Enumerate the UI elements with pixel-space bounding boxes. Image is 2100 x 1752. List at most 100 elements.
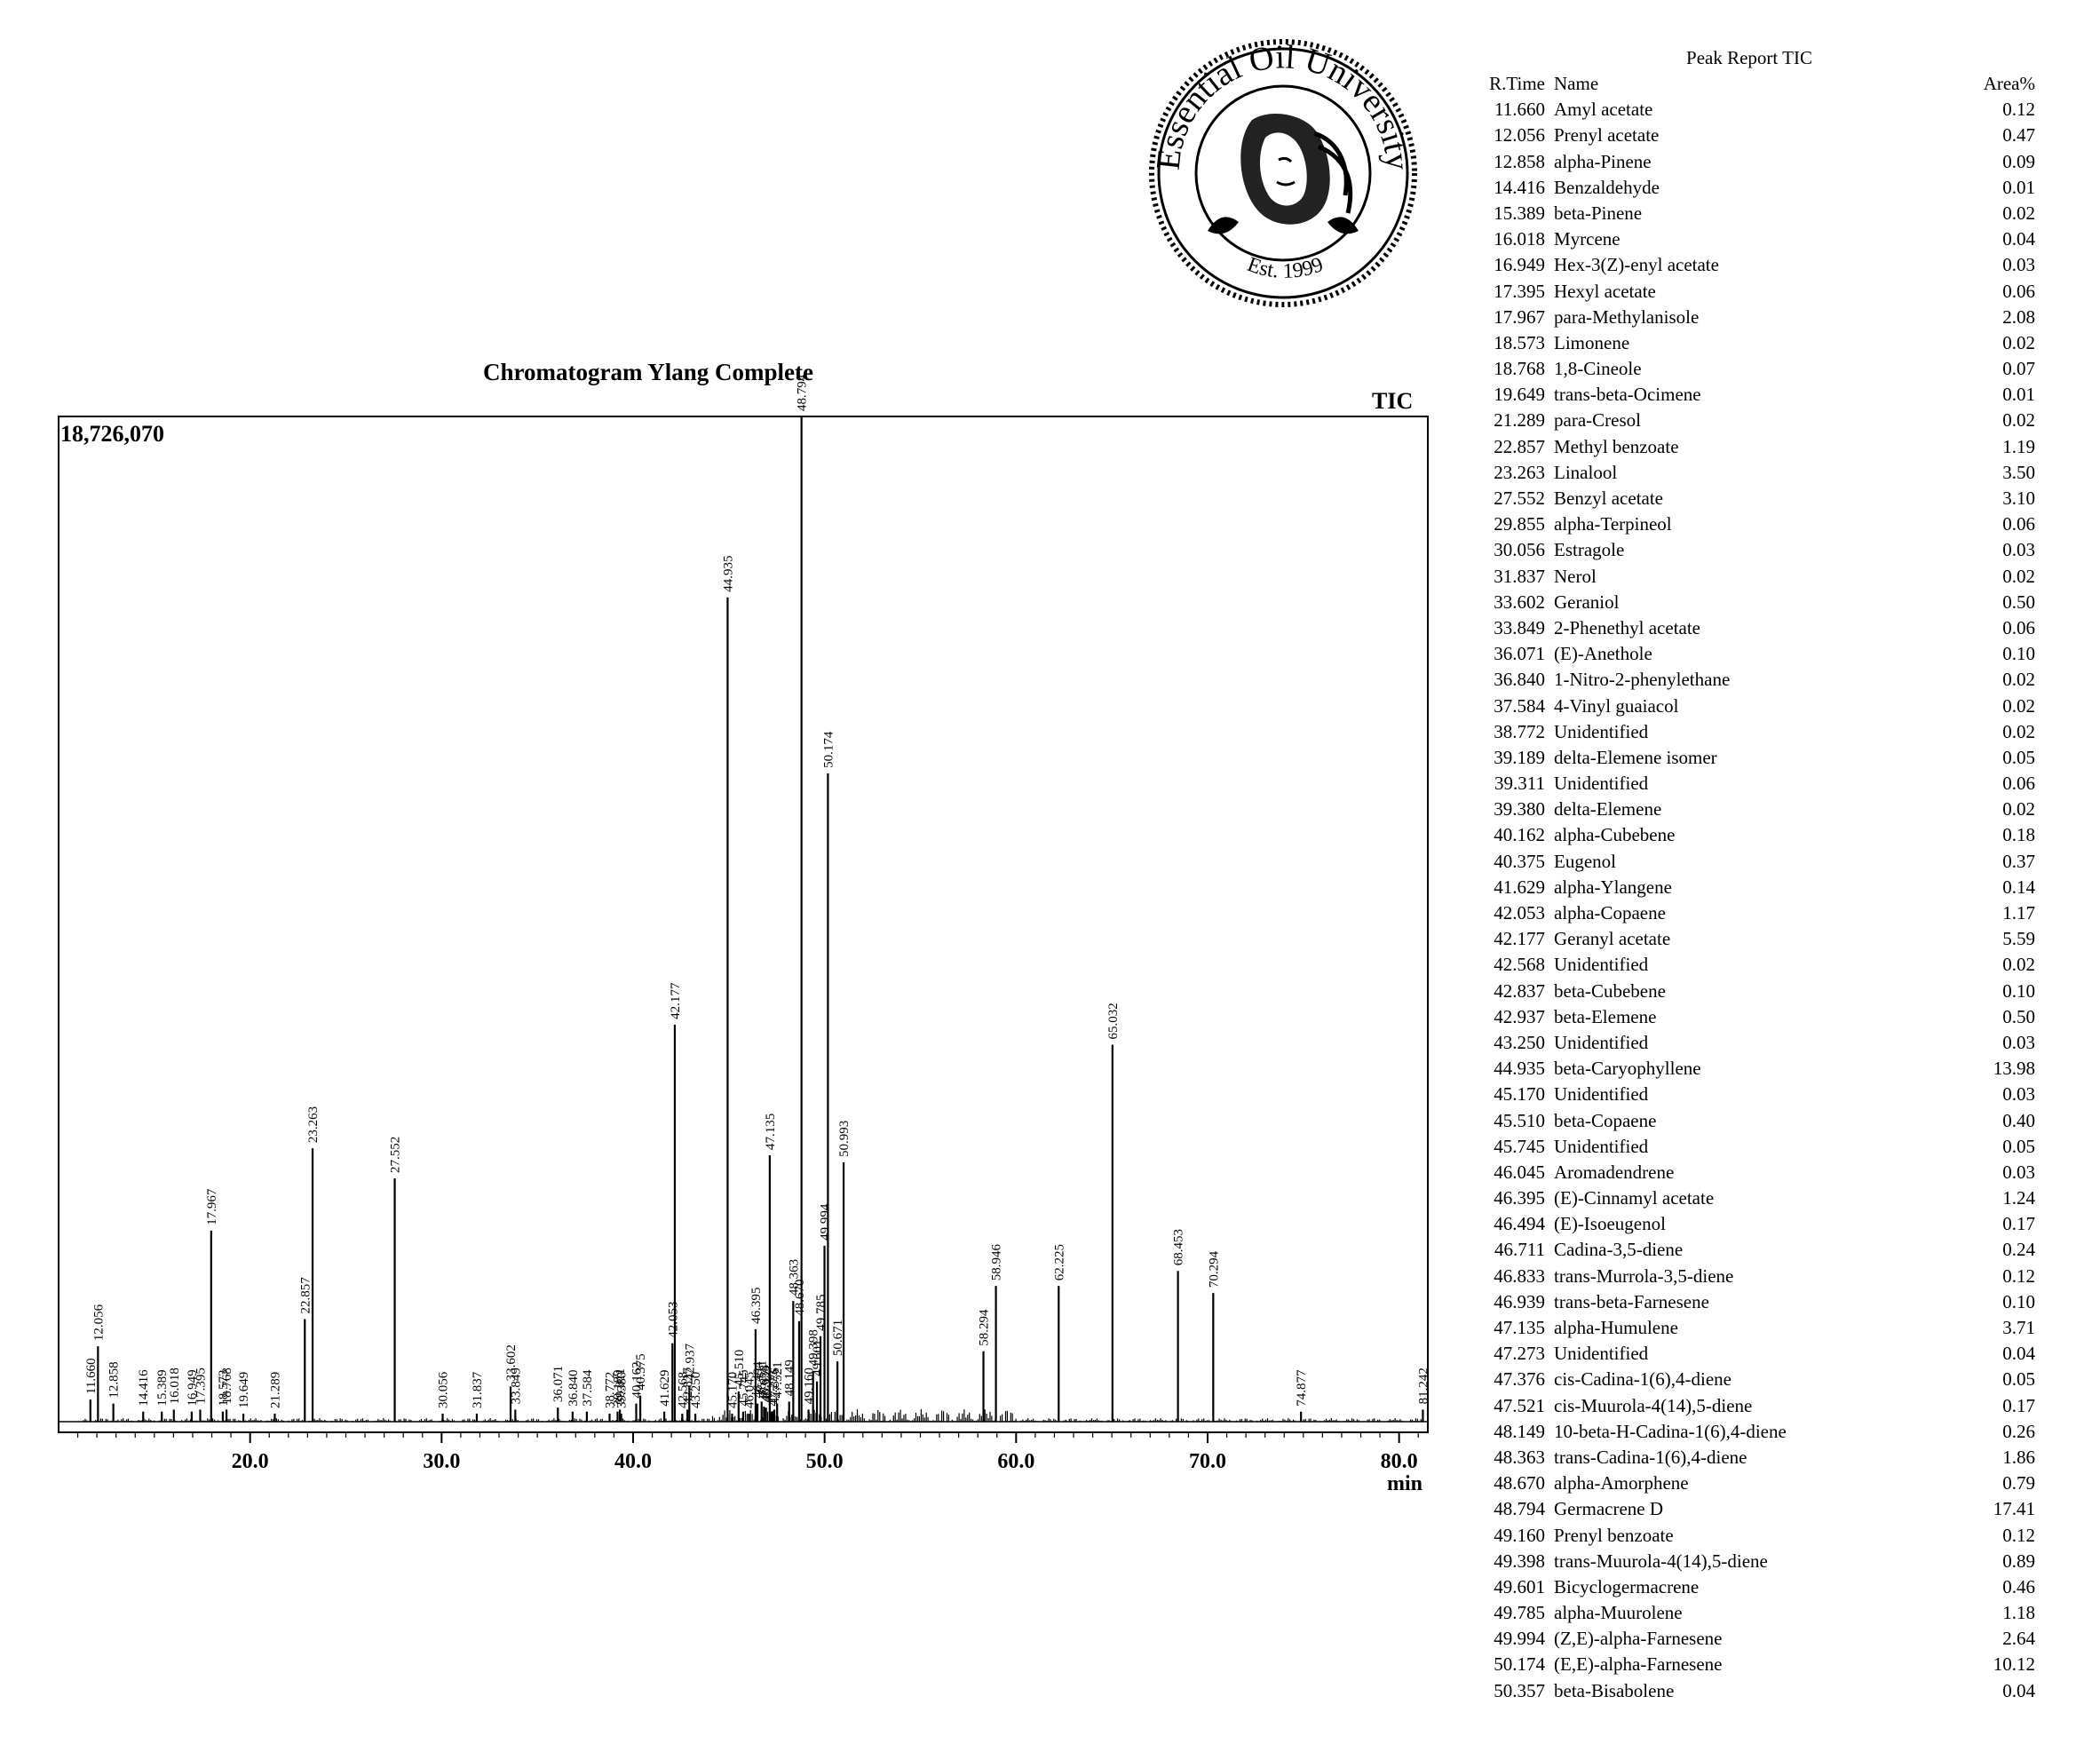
row-compound-name: delta-Elemene isomer	[1554, 746, 1717, 768]
peak-label-30.056: 30.056	[437, 1371, 451, 1408]
row-area-percent: 0.02	[2002, 720, 2035, 742]
peak-label-70.294: 70.294	[1207, 1250, 1221, 1288]
table-row: 48.670 alpha-Amorphene 0.79	[1465, 1471, 2042, 1496]
row-area-percent: 0.02	[2002, 331, 2035, 353]
table-row: 22.857 Methyl benzoate 1.19	[1465, 434, 2042, 460]
table-row: 16.018 Myrcene 0.04	[1465, 226, 2042, 252]
row-rtime: 42.568	[1494, 954, 1545, 976]
row-area-percent: 0.06	[2002, 616, 2035, 638]
row-area-percent: 0.12	[2002, 1524, 2035, 1546]
row-area-percent: 0.09	[2002, 150, 2035, 172]
row-area-percent: 0.50	[2002, 591, 2035, 613]
table-row: 40.375 Eugenol 0.37	[1465, 849, 2042, 875]
row-rtime: 48.794	[1494, 1498, 1545, 1520]
row-rtime: 45.745	[1494, 1135, 1545, 1157]
peak-label-39.380: 39.380	[615, 1372, 630, 1408]
peak-label-16.018: 16.018	[168, 1368, 182, 1404]
row-rtime: 23.263	[1494, 461, 1545, 483]
row-compound-name: Hex-3(Z)-enyl acetate	[1554, 254, 1719, 276]
peak-label-46.045: 46.045	[742, 1372, 757, 1408]
peak-label-42.053: 42.053	[666, 1301, 680, 1337]
peak-label-50.993: 50.993	[837, 1121, 852, 1157]
row-area-percent: 0.03	[2002, 254, 2035, 276]
peak-label-27.552: 27.552	[389, 1137, 403, 1173]
row-area-percent: 5.59	[2002, 928, 2035, 950]
peak-label-47.135: 47.135	[764, 1114, 778, 1150]
x-ticks: 20.0 30.0 40.0 50.0 60.0 70.0 80.0	[76, 1432, 1419, 1473]
table-row: 46.711 Cadina-3,5-diene 0.24	[1465, 1237, 2042, 1263]
row-area-percent: 0.02	[2002, 565, 2035, 587]
peak-label-48.794: 48.794	[796, 374, 810, 411]
row-rtime: 21.289	[1494, 409, 1545, 432]
row-compound-name: Aromadendrene	[1554, 1161, 1675, 1183]
row-rtime: 41.629	[1494, 876, 1545, 898]
peak-label-46.711: 46.711	[756, 1360, 770, 1397]
table-row: 42.568 Unidentified 0.02	[1465, 952, 2042, 978]
row-rtime: 50.357	[1494, 1679, 1545, 1701]
peak-label-42.837: 42.837	[681, 1368, 695, 1405]
table-row: 49.994 (Z,E)-alpha-Farnesene 2.64	[1465, 1626, 2042, 1652]
peak-label-48.670: 48.670	[793, 1280, 807, 1316]
table-row: 39.189 delta-Elemene isomer 0.05	[1465, 745, 2042, 771]
row-compound-name: Hexyl acetate	[1554, 280, 1656, 302]
row-rtime: 48.363	[1494, 1446, 1545, 1468]
table-row: 46.833 trans-Murrola-3,5-diene 0.12	[1465, 1264, 2042, 1289]
row-compound-name: para-Methylanisole	[1554, 305, 1700, 328]
table-row: 45.510 beta-Copaene 0.40	[1465, 1108, 2042, 1134]
leaf-icon	[1208, 217, 1359, 234]
peak-label-17.967: 17.967	[205, 1188, 219, 1225]
peak-label-45.510: 45.510	[733, 1350, 747, 1386]
row-compound-name: 10-beta-H-Cadina-1(6),4-diene	[1554, 1420, 1787, 1442]
table-row: 42.837 beta-Cubebene 0.10	[1465, 979, 2042, 1004]
row-area-percent: 0.04	[2002, 228, 2035, 250]
row-area-percent: 3.71	[2002, 1317, 2035, 1338]
peak-label-50.671: 50.671	[831, 1320, 845, 1356]
row-compound-name: Unidentified	[1554, 1031, 1649, 1053]
header-name: Name	[1554, 73, 1599, 94]
peak-label-58.294: 58.294	[978, 1309, 992, 1346]
table-row: 49.160 Prenyl benzoate 0.12	[1465, 1523, 2042, 1549]
table-row: 21.289 para-Cresol 0.02	[1465, 408, 2042, 433]
peak-label-47.521: 47.521	[771, 1361, 785, 1398]
table-row: 43.250 Unidentified 0.03	[1465, 1030, 2042, 1056]
row-area-percent: 1.19	[2002, 435, 2035, 457]
table-row: 16.949 Hex-3(Z)-enyl acetate 0.03	[1465, 252, 2042, 278]
row-area-percent: 1.17	[2002, 902, 2035, 924]
row-rtime: 49.785	[1494, 1602, 1545, 1624]
row-area-percent: 0.03	[2002, 1161, 2035, 1183]
row-area-percent: 0.02	[2002, 202, 2035, 224]
table-row: 40.162 alpha-Cubebene 0.18	[1465, 822, 2042, 848]
row-compound-name: Benzyl acetate	[1554, 488, 1664, 509]
row-area-percent: 0.17	[2002, 1394, 2035, 1416]
row-compound-name: trans-Murrola-3,5-diene	[1554, 1264, 1734, 1287]
table-row: 12.858 alpha-Pinene 0.09	[1465, 149, 2042, 175]
row-compound-name: alpha-Copaene	[1554, 902, 1666, 924]
table-row: 31.837 Nerol 0.02	[1465, 564, 2042, 590]
table-row: 48.794 Germacrene D 17.41	[1465, 1496, 2042, 1522]
peak-label-33.602: 33.602	[504, 1344, 519, 1381]
row-compound-name: Prenyl acetate	[1554, 124, 1660, 147]
row-compound-name: alpha-Ylangene	[1554, 876, 1672, 898]
peak-label-43.250: 43.250	[689, 1372, 703, 1408]
row-rtime: 48.149	[1494, 1420, 1545, 1442]
row-rtime: 46.395	[1494, 1187, 1545, 1209]
table-row: 48.149 10-beta-H-Cadina-1(6),4-diene 0.26	[1465, 1419, 2042, 1445]
table-row: 49.785 alpha-Muurolene 1.18	[1465, 1600, 2042, 1626]
row-area-percent: 0.02	[2002, 798, 2035, 821]
table-row: 46.045 Aromadendrene 0.03	[1465, 1160, 2042, 1185]
row-rtime: 39.380	[1494, 798, 1545, 821]
row-compound-name: Unidentified	[1554, 1083, 1649, 1106]
row-area-percent: 0.37	[2002, 850, 2035, 872]
row-area-percent: 1.86	[2002, 1446, 2035, 1468]
row-compound-name: trans-beta-Ocimene	[1554, 384, 1701, 406]
peak-label-45.745: 45.745	[737, 1369, 751, 1406]
row-compound-name: para-Cresol	[1554, 409, 1641, 432]
peak-label-42.568: 42.568	[676, 1372, 690, 1408]
row-rtime: 11.660	[1494, 99, 1545, 121]
peak-label-47.376: 47.376	[768, 1368, 782, 1405]
row-area-percent: 1.18	[2002, 1602, 2035, 1624]
row-rtime: 27.552	[1494, 488, 1545, 509]
header-area: Area%	[1983, 73, 2035, 94]
row-rtime: 45.170	[1494, 1083, 1545, 1106]
